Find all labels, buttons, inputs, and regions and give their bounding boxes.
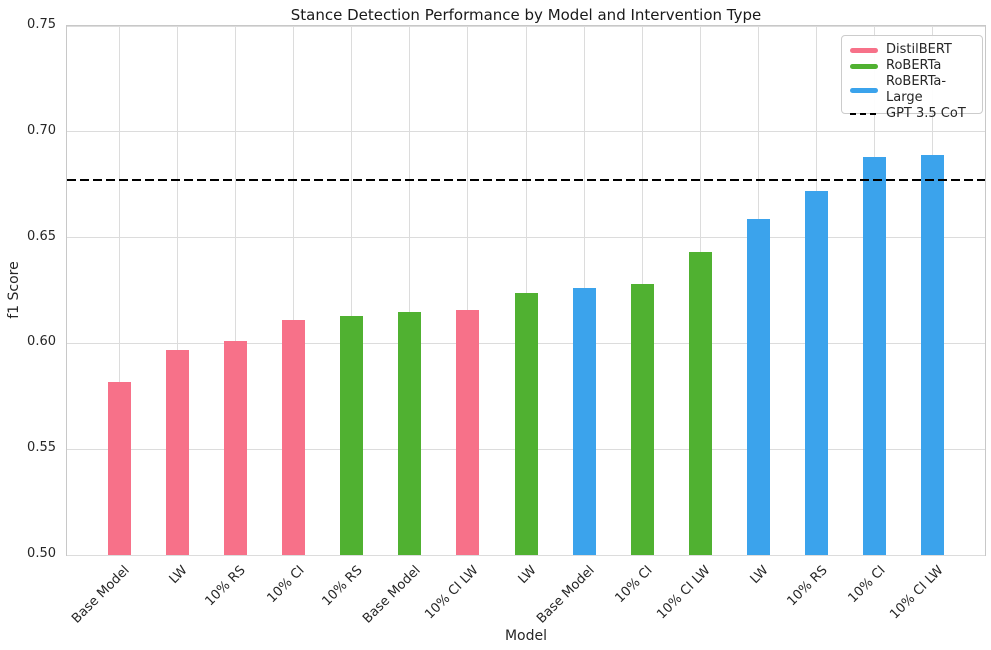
bar: [456, 309, 480, 555]
reference-line: [67, 179, 985, 182]
x-tick-label: Base Model: [69, 563, 133, 627]
legend-entry: RoBERTa-Large: [850, 74, 974, 106]
legend-entry: GPT 3.5 CoT: [850, 106, 974, 122]
legend-label: RoBERTa: [886, 58, 942, 73]
bar: [746, 218, 770, 555]
bar: [805, 191, 828, 555]
v-gridline: [467, 26, 469, 555]
bar: [165, 349, 189, 555]
legend-entry: RoBERTa: [850, 58, 974, 74]
x-tick-label: 10% CI LW: [886, 563, 947, 623]
legend-color-swatch-icon: [850, 47, 878, 53]
x-tick-label: 10% CI: [845, 563, 889, 607]
x-tick-label: 10% CI: [264, 563, 308, 607]
x-axis-label: Model: [504, 628, 548, 644]
bar: [340, 315, 364, 555]
chart-title: Stance Detection Performance by Model an…: [290, 6, 762, 24]
x-tick-label: LW: [167, 563, 191, 587]
y-tick-label: 0.65: [27, 228, 56, 244]
v-gridline: [293, 26, 295, 555]
x-tick-label: 10% RS: [202, 563, 250, 610]
bar: [282, 320, 306, 555]
legend-label: RoBERTa-Large: [886, 74, 947, 105]
x-tick-label: 10% RS: [319, 563, 366, 610]
x-tick-label: LW: [515, 563, 540, 587]
bar: [223, 341, 247, 555]
v-gridline: [118, 26, 120, 555]
y-axis-label: f1 Score: [6, 261, 22, 319]
x-tick-label: 10% CI LW: [654, 563, 714, 623]
bar: [514, 292, 538, 555]
legend: DistilBERT RoBERTa RoBERTa-Large GPT 3.5 Co…: [841, 35, 983, 121]
bar: [863, 157, 887, 555]
y-tick-label: 0.60: [27, 334, 56, 350]
y-tick-label: 0.50: [27, 546, 56, 561]
x-tick-label: 10% CI LW: [422, 563, 482, 623]
legend-label: DistilBERT: [886, 42, 952, 57]
x-tick-label: Base Model: [534, 563, 598, 627]
legend-color-swatch-icon: [850, 87, 878, 93]
x-tick-label: LW: [748, 563, 772, 587]
y-tick-label: 0.55: [27, 440, 56, 456]
bar: [688, 252, 712, 555]
bar: [630, 284, 654, 555]
plot-area: DistilBERT RoBERTa RoBERTa-Large GPT 3.5 Co…: [66, 25, 986, 556]
v-gridline: [525, 26, 527, 555]
h-gridline: [67, 554, 985, 556]
v-gridline: [234, 26, 236, 555]
x-tick-label: 10% CI: [612, 563, 656, 607]
v-gridline: [176, 26, 178, 555]
bar: [572, 288, 596, 555]
y-tick-label: 0.75: [27, 17, 56, 32]
v-gridline: [409, 26, 411, 555]
bar: [398, 311, 422, 555]
legend-label: GPT 3.5 CoT: [886, 106, 966, 121]
bar: [921, 155, 945, 555]
y-tick-label: 0.70: [27, 122, 56, 138]
bar: [107, 381, 131, 555]
x-tick-label: 10% RS: [783, 563, 831, 610]
x-tick-label: Base Model: [359, 563, 424, 627]
v-gridline: [351, 26, 353, 555]
legend-entry: DistilBERT: [850, 42, 974, 58]
legend-dashed-line-icon: [850, 113, 878, 115]
legend-color-swatch-icon: [850, 63, 878, 69]
